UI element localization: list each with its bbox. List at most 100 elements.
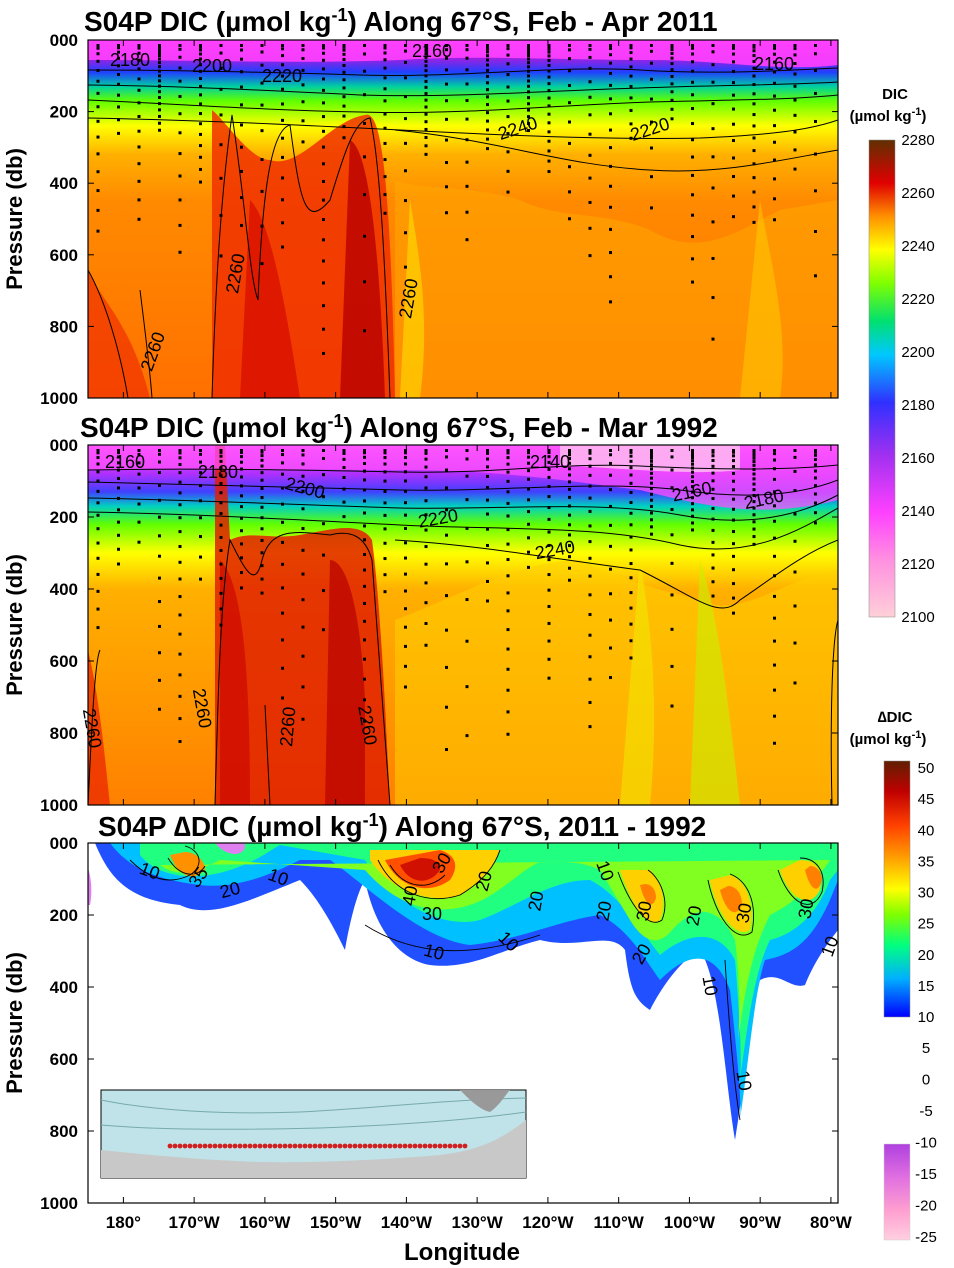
sample-dot — [486, 128, 489, 132]
sample-dot — [629, 548, 633, 552]
sample-dot — [117, 520, 120, 524]
sample-dot — [363, 657, 366, 661]
colorbar-tick-label: 15 — [918, 978, 935, 995]
sample-dot — [240, 70, 243, 74]
sample-dot — [506, 514, 510, 518]
sample-dot — [445, 48, 448, 52]
sample-dot — [773, 504, 776, 508]
plot-frame — [87, 444, 839, 806]
sample-dot — [711, 566, 715, 570]
sample-dot — [424, 465, 428, 469]
sample-dot — [158, 515, 161, 519]
sample-dot — [363, 52, 366, 56]
panel-2011: S04P DIC (µmol kg-1) Along 67°S, Feb - A… — [2, 5, 839, 408]
sample-dot — [424, 74, 428, 78]
sample-dot — [650, 449, 653, 453]
sample-dot — [506, 501, 510, 505]
sample-dot — [629, 454, 633, 458]
sample-dot — [629, 481, 633, 485]
sample-dot — [322, 179, 325, 183]
sample-dot — [322, 115, 325, 119]
sample-dot — [465, 210, 469, 214]
sample-dot — [691, 280, 694, 284]
sample-dot — [773, 218, 776, 222]
y-tick-label: 600 — [50, 652, 78, 671]
sample-dot — [424, 562, 428, 566]
sample-dot — [773, 536, 776, 540]
sample-dot — [219, 501, 223, 505]
sample-dot — [711, 594, 715, 598]
sample-dot — [178, 44, 182, 47]
sample-dot — [691, 69, 694, 73]
sample-dot — [117, 455, 120, 459]
sample-dot — [404, 556, 407, 560]
sample-dot — [404, 513, 407, 517]
sample-dot — [445, 117, 448, 121]
station-marker — [322, 1143, 328, 1149]
sample-dot — [219, 623, 223, 627]
sample-dot — [301, 100, 305, 104]
sample-dot — [424, 545, 428, 549]
sample-dot — [158, 452, 161, 456]
sample-dot — [322, 495, 325, 499]
sample-dot — [609, 449, 612, 452]
sample-dot — [629, 511, 633, 515]
colorbar-tick-label: 2200 — [901, 344, 934, 361]
sample-dot — [752, 451, 756, 455]
sample-dot — [793, 72, 797, 76]
sample-dot — [527, 477, 530, 481]
sample-dot — [178, 250, 182, 254]
sample-dot — [691, 453, 694, 457]
sample-dot — [588, 200, 592, 204]
station-marker — [252, 1143, 258, 1149]
sample-dot — [773, 94, 776, 98]
colorbar-tick-label: 30 — [918, 885, 935, 902]
sample-dot — [650, 175, 653, 179]
sample-dot — [219, 562, 223, 566]
sample-dot — [793, 641, 797, 645]
sample-dot — [342, 466, 346, 470]
sample-dot — [342, 136, 346, 140]
sample-dot — [96, 152, 100, 156]
sample-dot — [342, 487, 346, 491]
sample-dot — [793, 84, 797, 88]
x-axis-label: Longitude — [404, 1239, 520, 1266]
sample-dot — [158, 483, 161, 487]
sample-dot — [342, 63, 346, 67]
sample-dot — [527, 498, 530, 502]
sample-dot — [629, 51, 633, 55]
sample-dot — [117, 131, 120, 135]
sample-dot — [404, 462, 407, 466]
sample-dot — [609, 146, 612, 150]
sample-dot — [322, 88, 325, 92]
sample-dot — [404, 456, 407, 460]
sample-dot — [609, 275, 612, 279]
sample-dot — [732, 611, 735, 615]
sample-dot — [383, 513, 387, 517]
sample-dot — [629, 450, 633, 454]
sample-dot — [629, 606, 633, 610]
sample-dot — [158, 114, 161, 118]
x-tick-label: 140°W — [381, 1213, 433, 1232]
sample-dot — [301, 489, 305, 493]
sample-dot — [609, 523, 612, 527]
sample-dot — [465, 560, 469, 564]
sample-dot — [588, 556, 592, 560]
sample-dot — [178, 131, 182, 135]
sample-dot — [793, 130, 797, 134]
colorbar-units: (µmol kg-1) — [850, 729, 927, 748]
sample-dot — [773, 124, 776, 128]
sample-dot — [486, 486, 489, 490]
sample-dot — [117, 449, 120, 452]
sample-dot — [629, 591, 633, 595]
sample-dot — [260, 454, 264, 458]
sample-dot — [650, 481, 653, 485]
sample-dot — [342, 48, 346, 52]
sample-dot — [670, 593, 674, 597]
station-marker — [357, 1143, 363, 1149]
sample-dot — [650, 49, 653, 53]
x-tick-label: 100°W — [664, 1213, 716, 1232]
sample-dot — [342, 70, 346, 74]
sample-dot — [752, 460, 756, 464]
sample-dot — [506, 73, 510, 77]
